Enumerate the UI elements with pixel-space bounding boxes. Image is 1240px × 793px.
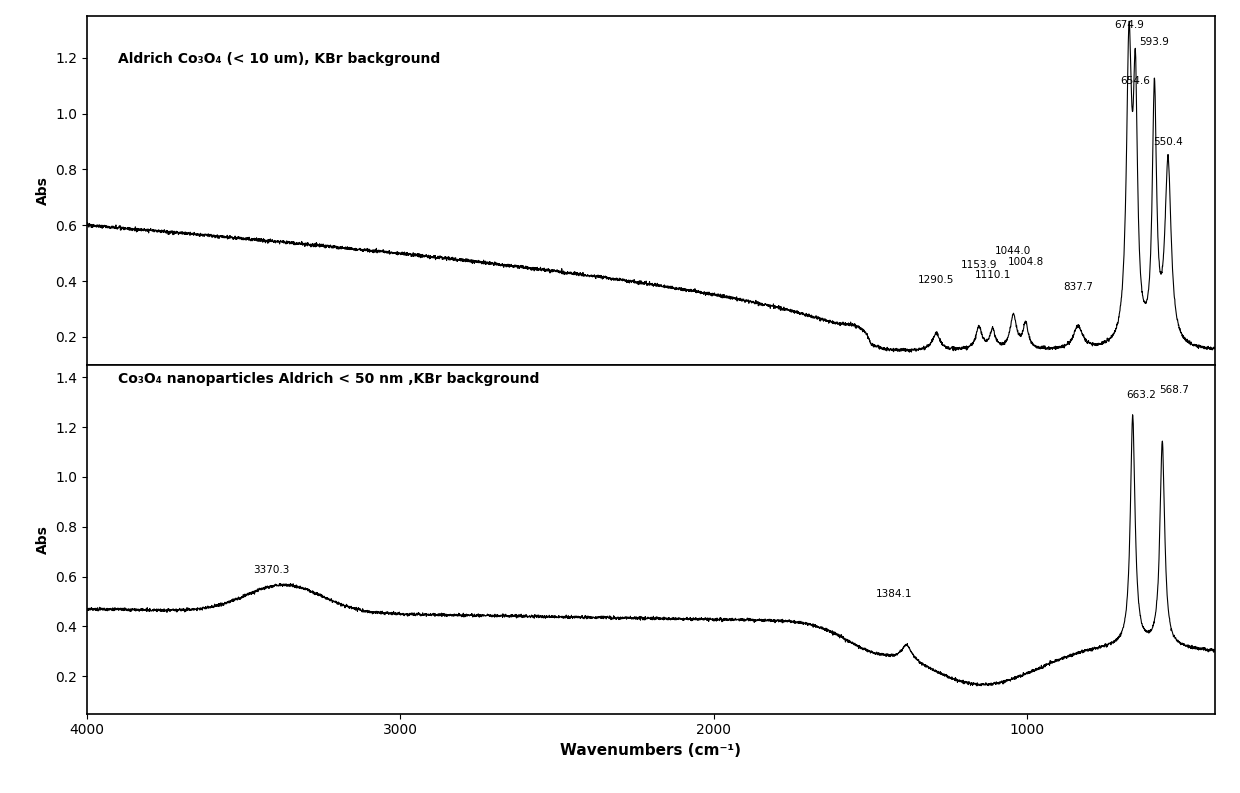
Text: 568.7: 568.7 xyxy=(1159,385,1189,395)
Text: 674.9: 674.9 xyxy=(1114,20,1145,30)
Text: 1384.1: 1384.1 xyxy=(875,589,911,599)
Text: 654.6: 654.6 xyxy=(1121,75,1151,86)
Text: 1110.1: 1110.1 xyxy=(975,270,1011,280)
Y-axis label: Abs: Abs xyxy=(36,176,50,205)
Text: Aldrich Co₃O₄ (< 10 um), KBr background: Aldrich Co₃O₄ (< 10 um), KBr background xyxy=(118,52,440,66)
Text: 837.7: 837.7 xyxy=(1063,282,1092,292)
Text: 1153.9: 1153.9 xyxy=(961,260,997,270)
Text: 1044.0: 1044.0 xyxy=(996,246,1032,256)
Text: 1290.5: 1290.5 xyxy=(918,275,955,285)
Y-axis label: Abs: Abs xyxy=(36,525,50,554)
Text: 3370.3: 3370.3 xyxy=(253,565,289,576)
Text: 550.4: 550.4 xyxy=(1153,137,1183,147)
X-axis label: Wavenumbers (cm⁻¹): Wavenumbers (cm⁻¹) xyxy=(560,743,742,758)
Text: Co₃O₄ nanoparticles Aldrich < 50 nm ,KBr background: Co₃O₄ nanoparticles Aldrich < 50 nm ,KBr… xyxy=(118,372,539,386)
Text: 593.9: 593.9 xyxy=(1140,36,1169,47)
Text: 663.2: 663.2 xyxy=(1126,389,1157,400)
Text: 1004.8: 1004.8 xyxy=(1008,257,1044,267)
